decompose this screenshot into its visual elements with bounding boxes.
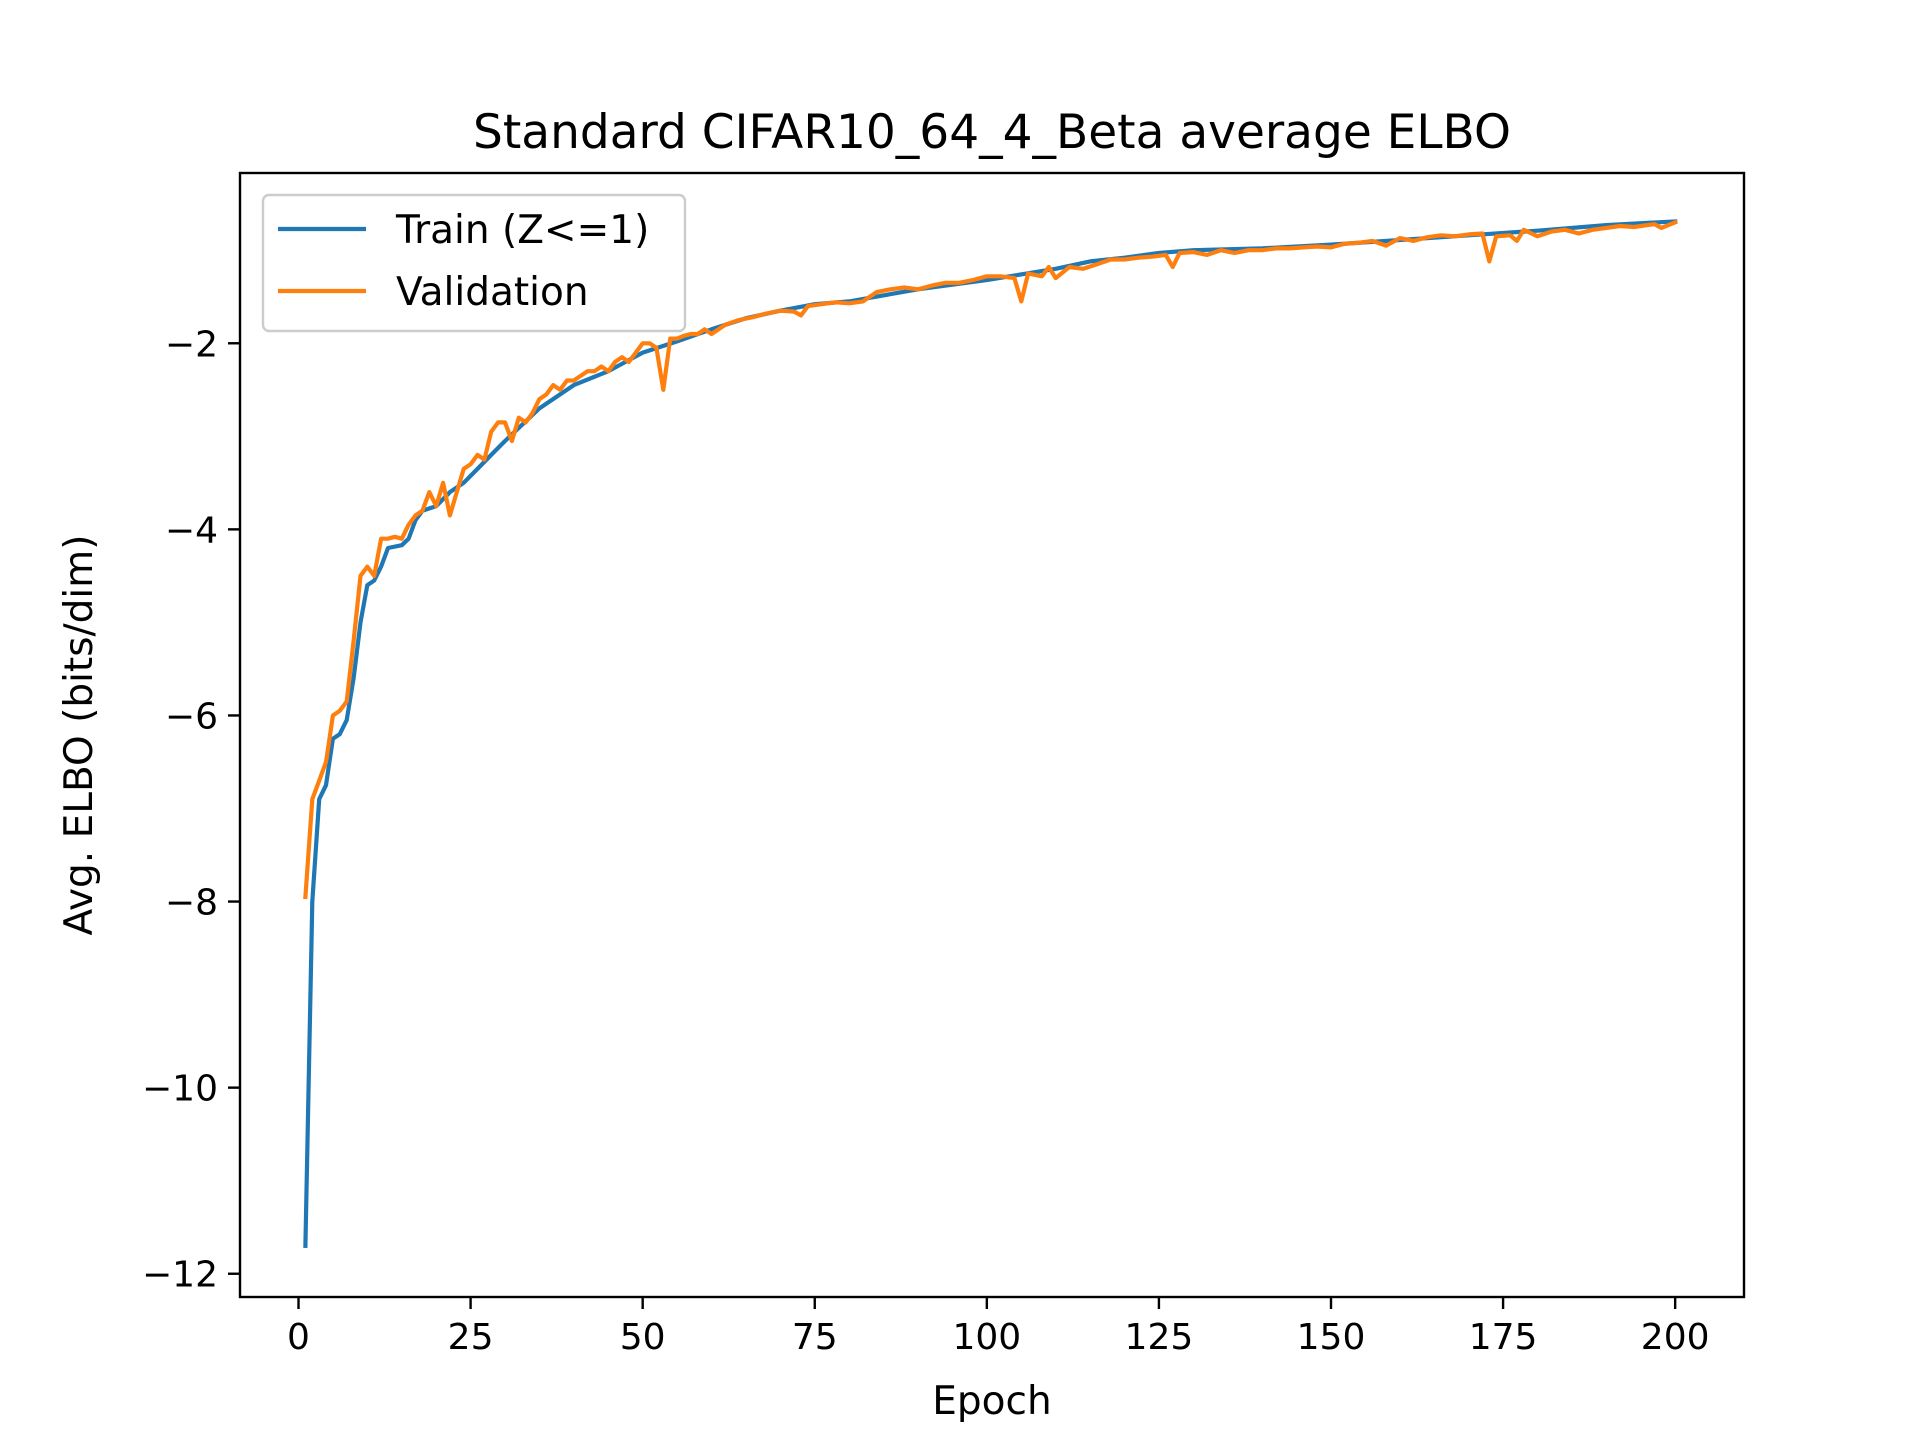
legend-label-1: Validation <box>396 270 589 315</box>
x-tick-label: 75 <box>792 1317 838 1358</box>
y-tick-label: −4 <box>165 510 218 551</box>
legend-label-0: Train (Z<=1) <box>395 208 649 253</box>
x-tick-label: 50 <box>620 1317 666 1358</box>
y-tick-label: −10 <box>142 1069 218 1110</box>
y-tick-label: −2 <box>165 324 218 365</box>
plot-frame <box>238 171 1746 1299</box>
x-tick-label: 0 <box>287 1317 310 1358</box>
y-axis-label: Avg. ELBO (bits/dim) <box>57 535 102 936</box>
x-axis-label: Epoch <box>932 1379 1051 1424</box>
series-line-0 <box>303 219 1678 1248</box>
y-tick-label: −12 <box>142 1255 218 1296</box>
series-line-1 <box>303 219 1678 900</box>
y-tick-label: −8 <box>165 883 218 924</box>
legend: Train (Z<=1) Validation <box>261 193 687 333</box>
x-axis: 0 25 50 75 100 125 150 175 200 <box>287 1297 1710 1358</box>
x-tick-label: 125 <box>1125 1317 1194 1358</box>
x-tick-label: 100 <box>952 1317 1021 1358</box>
y-tick-label: −6 <box>165 696 218 737</box>
plot-area <box>240 173 1744 1297</box>
series-layer <box>303 219 1678 1248</box>
x-tick-label: 175 <box>1469 1317 1538 1358</box>
x-tick-label: 25 <box>448 1317 494 1358</box>
x-tick-label: 200 <box>1641 1317 1710 1358</box>
y-axis: −12 −10 −8 −6 −4 −2 <box>142 324 240 1296</box>
legend-box <box>261 193 687 333</box>
chart-title: Standard CIFAR10_64_4_Beta average ELBO <box>473 105 1511 160</box>
x-tick-label: 150 <box>1297 1317 1366 1358</box>
